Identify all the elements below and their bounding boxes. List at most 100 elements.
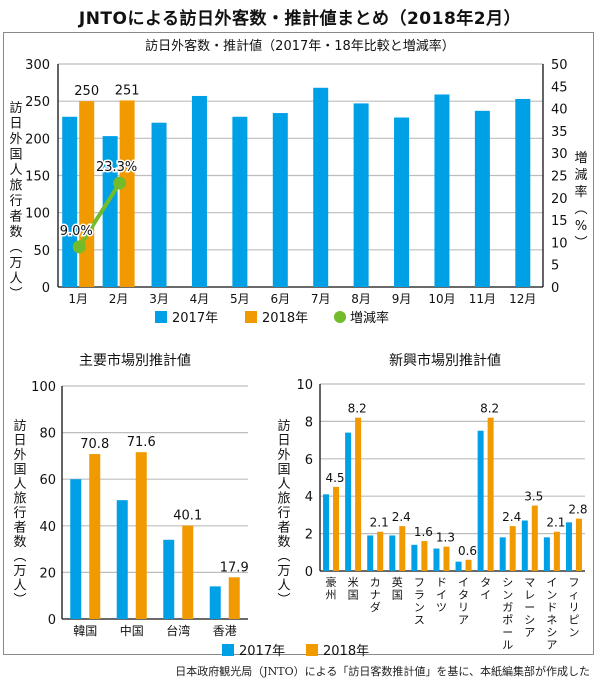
bar-2017 [232,116,248,287]
bar-2018-label: 1.3 [436,531,455,545]
bar-2018-label: 1.6 [414,525,433,539]
bar-2017 [411,544,418,571]
rate-label: 9.0% [60,224,93,239]
x-tick-label: 7月 [311,292,331,306]
y-tick-label: 40 [39,520,56,535]
x-tick-label: 5月 [230,292,250,306]
legend-label-2017-bottom: 2017年 [239,644,285,659]
chart-title-major: 主要市場別推計値 [79,352,191,369]
bar-2018 [182,525,194,619]
legend-label-rate: 増減率 [350,310,389,326]
bar-2018 [421,541,428,571]
y2-tick-label: 20 [551,192,568,207]
x-tick-label: 中国 [120,623,144,638]
y-tick-label: 2 [305,528,313,543]
x-tick-label: 米国 [348,576,359,602]
bar-2017 [313,87,329,287]
x-tick-label: 10月 [428,292,455,306]
bar-2018 [465,559,472,571]
bar-2018 [355,417,362,571]
rate-point [72,240,86,254]
x-tick-label: 2月 [109,292,129,306]
y-tick-label: 150 [25,170,50,185]
bar-2018-label: 3.5 [524,490,543,504]
x-tick-label: 4月 [190,292,210,306]
x-tick-label: カナダ [370,576,381,614]
y-tick-label: 300 [25,58,50,73]
y-tick-label: 50 [33,244,50,259]
x-tick-label: 9月 [392,292,412,306]
bar-2018-label: 2.1 [370,516,389,530]
x-tick-label: インドネシア [546,576,557,652]
y-tick-label: 0 [48,613,56,628]
y-tick-label: 8 [305,415,313,430]
bar-2018-label: 250 [74,84,99,99]
rate-point [113,176,127,190]
legend-swatch-2017 [155,311,167,323]
bar-2018 [119,100,135,287]
x-tick-label: ドイツ [436,576,447,614]
x-tick-label: 1月 [68,292,88,306]
x-tick-label: フランス [414,576,425,627]
bar-2018 [575,518,582,571]
bar-2018-label: 251 [115,83,140,98]
x-tick-label: 豪州 [326,575,337,602]
legend-label-2018-bottom: 2018年 [323,644,369,659]
bar-2017 [116,500,128,619]
x-tick-label: マレーシア [524,576,535,639]
x-tick-label: 香港 [213,624,237,638]
y2-axis-title: 増減率︵% ︶ [574,151,587,251]
y-tick-label: 20 [39,566,56,581]
y2-tick-label: 50 [551,58,568,73]
bar-2017 [434,94,450,287]
bar-2017 [389,535,396,571]
chart-title-monthly: 訪日外客数・推計値（2017年・18年比較と増減率） [145,38,455,54]
bar-2018 [531,505,538,571]
bar-2018 [443,546,450,571]
y-tick-label: 200 [25,132,50,147]
x-tick-label: 6月 [270,292,290,306]
legend-label-2018: 2018年 [262,311,308,326]
rate-line [77,182,122,248]
x-tick-label: シンガポール [502,576,513,652]
bar-2017 [515,98,531,287]
y-tick-label: 10 [296,378,313,393]
bar-2017 [209,586,221,619]
bar-2018-label: 71.6 [127,435,156,450]
bar-2017 [499,537,506,571]
bar-2017 [323,494,330,571]
bar-2017 [521,520,528,571]
legend-swatch-rate [334,311,346,323]
y-tick-label: 100 [25,207,50,222]
bar-2018-label: 17.9 [220,560,249,575]
bar-2017 [70,479,82,619]
bar-2017 [102,136,118,287]
bar-2017 [433,548,440,571]
bar-2017 [477,430,484,571]
y-tick-label: 80 [39,427,56,442]
bar-2018 [399,526,406,571]
legend-swatch-2018 [245,311,257,323]
y-tick-label: 4 [305,490,313,505]
x-tick-label: 韓国 [73,624,97,638]
bar-2017 [394,117,410,288]
bar-2018-label: 2.1 [546,516,565,530]
x-tick-label: イタリア [458,576,469,627]
bar-2017 [272,113,288,287]
y2-tick-label: 25 [551,170,568,185]
bar-2018-label: 40.1 [173,509,202,524]
bar-2018 [553,531,560,571]
y-tick-label: 6 [305,453,313,468]
legend-swatch-2018-bottom [306,644,318,656]
y-tick-label: 60 [39,473,56,488]
y2-tick-label: 0 [551,281,559,296]
y-axis-title: 訪日外国人旅行者数︵万人︶ [13,418,26,608]
bar-2018 [509,526,516,571]
bar-2017 [163,539,175,619]
x-tick-label: タイ [480,576,491,602]
bar-2018-label: 0.6 [458,544,477,558]
x-tick-label: 英国 [392,575,403,602]
legend-label-2017: 2017年 [172,311,218,326]
bar-2017 [62,116,78,287]
